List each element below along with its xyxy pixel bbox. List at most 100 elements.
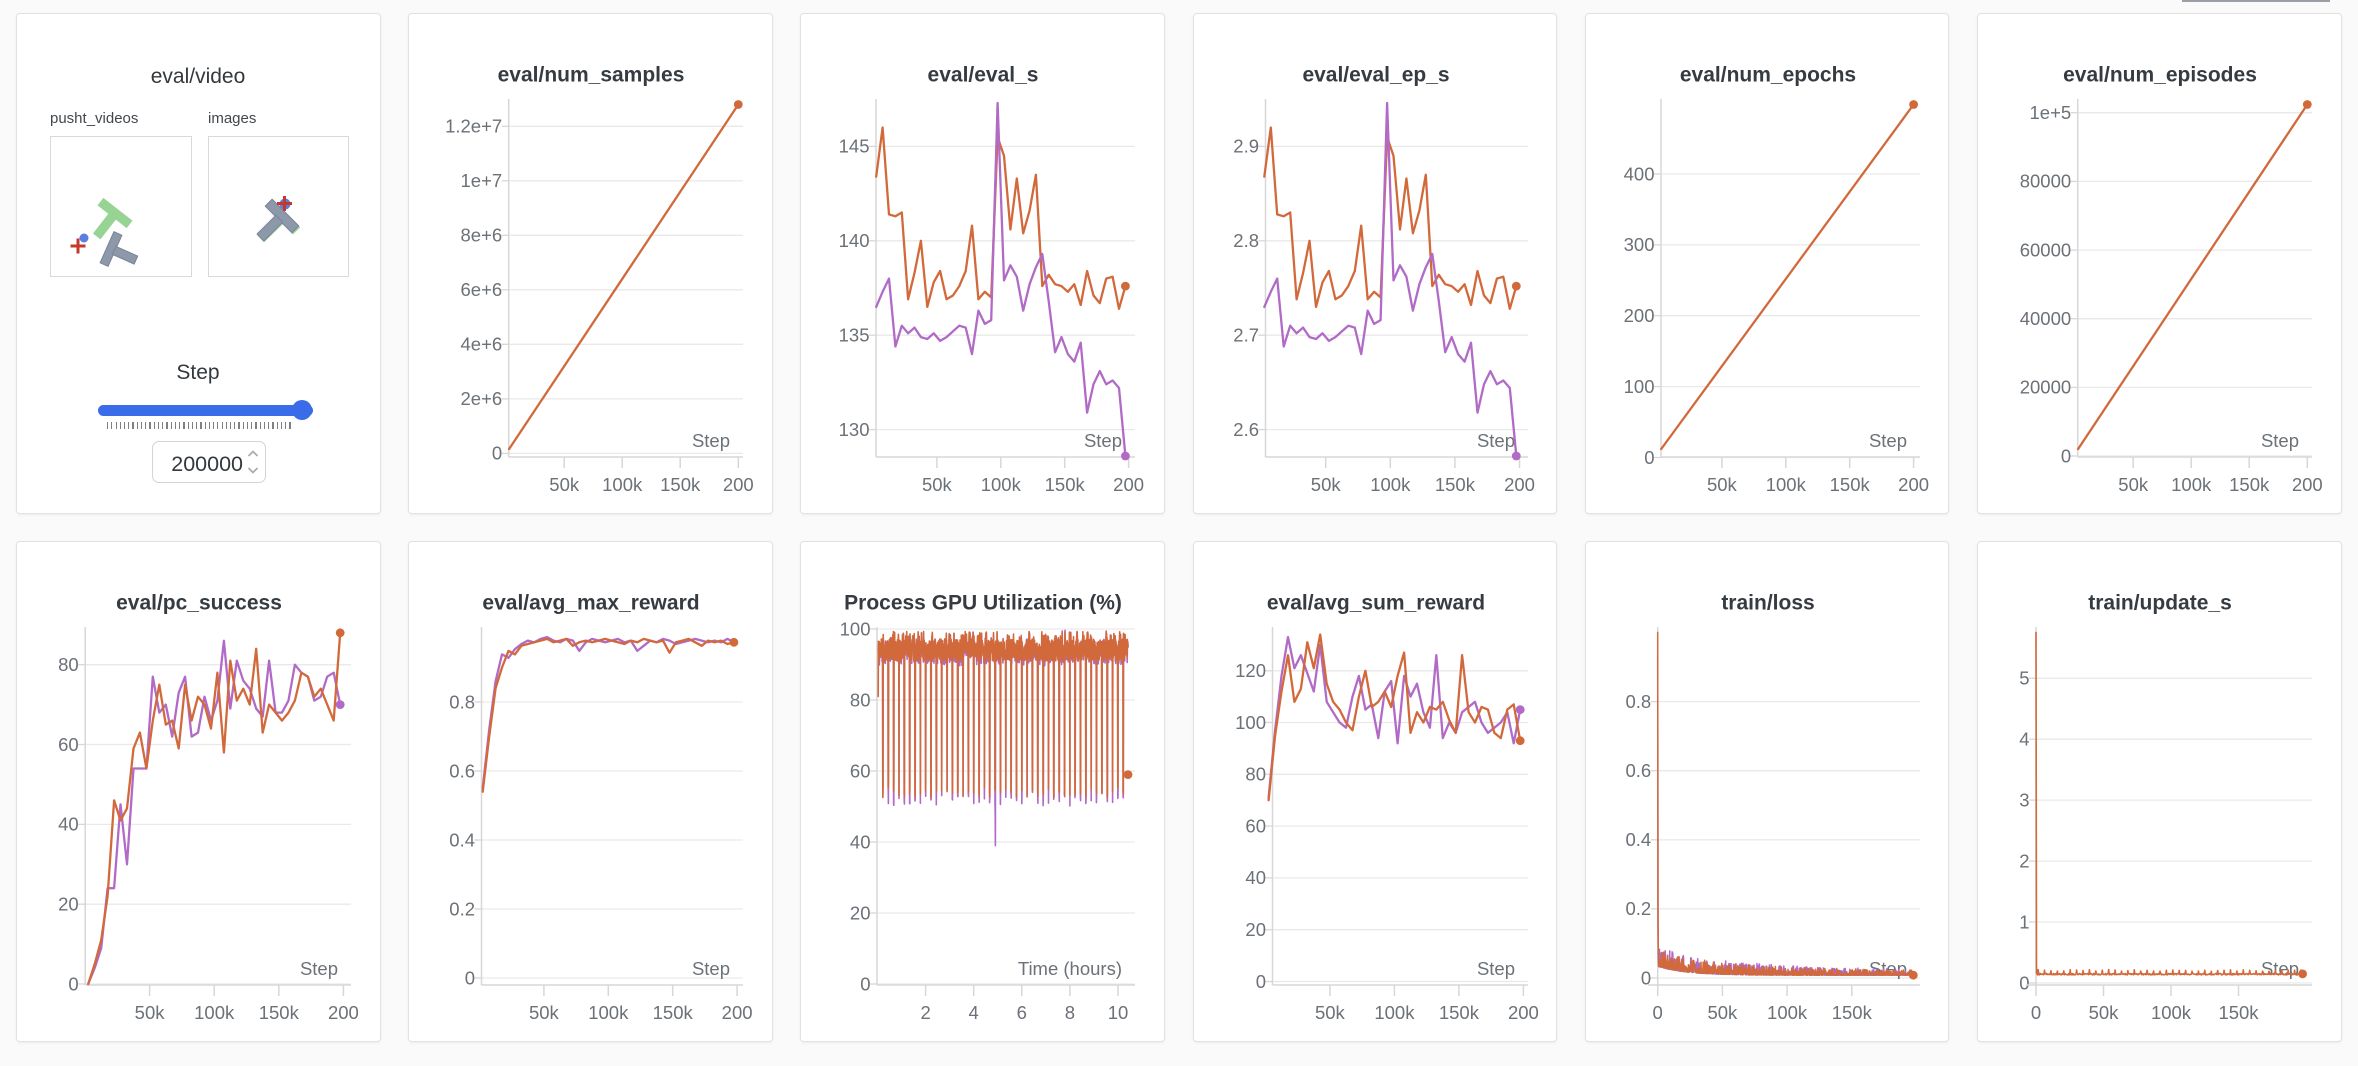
svg-text:eval/eval_s: eval/eval_s bbox=[928, 64, 1039, 87]
svg-text:40: 40 bbox=[1245, 867, 1266, 888]
svg-text:40000: 40000 bbox=[2020, 308, 2071, 329]
svg-text:2e+6: 2e+6 bbox=[461, 388, 503, 409]
svg-text:100k: 100k bbox=[588, 1002, 629, 1023]
svg-text:200: 200 bbox=[328, 1002, 359, 1023]
svg-text:200: 200 bbox=[1508, 1002, 1539, 1023]
svg-text:80: 80 bbox=[850, 689, 871, 710]
svg-text:2: 2 bbox=[921, 1002, 931, 1023]
svg-text:4e+6: 4e+6 bbox=[461, 334, 503, 355]
svg-text:130: 130 bbox=[839, 419, 870, 440]
svg-text:100: 100 bbox=[1235, 712, 1266, 733]
svg-text:60: 60 bbox=[1245, 815, 1266, 836]
svg-text:1.2e+7: 1.2e+7 bbox=[445, 116, 502, 137]
svg-text:Step: Step bbox=[1477, 958, 1515, 979]
svg-text:0: 0 bbox=[861, 973, 871, 994]
svg-text:train/update_s: train/update_s bbox=[2088, 592, 2232, 615]
svg-text:60: 60 bbox=[58, 734, 79, 755]
svg-text:200: 200 bbox=[1504, 474, 1535, 495]
svg-text:150k: 150k bbox=[2229, 474, 2270, 495]
svg-text:0: 0 bbox=[2019, 972, 2029, 993]
svg-text:100k: 100k bbox=[1767, 1002, 1808, 1023]
svg-text:1e+7: 1e+7 bbox=[461, 170, 503, 191]
svg-text:10: 10 bbox=[1108, 1002, 1129, 1023]
svg-text:150k: 150k bbox=[660, 474, 701, 495]
svg-text:Step: Step bbox=[1084, 430, 1122, 451]
svg-text:0.2: 0.2 bbox=[449, 898, 475, 919]
svg-text:eval/avg_sum_reward: eval/avg_sum_reward bbox=[1266, 592, 1484, 615]
svg-text:50k: 50k bbox=[1310, 474, 1341, 495]
svg-text:0.6: 0.6 bbox=[1625, 760, 1651, 781]
svg-text:Step: Step bbox=[692, 430, 730, 451]
svg-text:200: 200 bbox=[2292, 474, 2323, 495]
svg-text:6: 6 bbox=[1017, 1002, 1027, 1023]
svg-text:50k: 50k bbox=[529, 1002, 560, 1023]
svg-text:2.7: 2.7 bbox=[1233, 325, 1259, 346]
svg-text:80: 80 bbox=[1245, 764, 1266, 785]
svg-text:0: 0 bbox=[68, 973, 78, 994]
svg-text:120: 120 bbox=[1235, 660, 1266, 681]
svg-text:Step: Step bbox=[2261, 430, 2299, 451]
svg-text:0: 0 bbox=[1644, 447, 1654, 468]
svg-text:2.6: 2.6 bbox=[1233, 419, 1259, 440]
svg-text:100k: 100k bbox=[981, 474, 1022, 495]
svg-text:50k: 50k bbox=[922, 474, 953, 495]
svg-text:1e+5: 1e+5 bbox=[2030, 102, 2072, 123]
svg-text:0.2: 0.2 bbox=[1625, 898, 1651, 919]
svg-text:400: 400 bbox=[1623, 163, 1654, 184]
svg-text:4: 4 bbox=[969, 1002, 979, 1023]
svg-text:eval/avg_max_reward: eval/avg_max_reward bbox=[483, 592, 700, 615]
svg-text:eval/num_epochs: eval/num_epochs bbox=[1680, 64, 1856, 87]
svg-text:100k: 100k bbox=[1370, 474, 1411, 495]
svg-text:2.8: 2.8 bbox=[1233, 230, 1259, 251]
svg-text:0.4: 0.4 bbox=[449, 829, 475, 850]
svg-text:50k: 50k bbox=[2089, 1002, 2120, 1023]
svg-text:50k: 50k bbox=[2118, 474, 2149, 495]
svg-text:150k: 150k bbox=[2218, 1002, 2259, 1023]
svg-text:150k: 150k bbox=[1434, 474, 1475, 495]
svg-text:train/loss: train/loss bbox=[1721, 592, 1814, 615]
svg-text:140: 140 bbox=[839, 230, 870, 251]
svg-text:200: 200 bbox=[722, 1002, 753, 1023]
svg-text:2: 2 bbox=[2019, 850, 2029, 871]
svg-text:0: 0 bbox=[2031, 1002, 2041, 1023]
svg-text:0: 0 bbox=[1652, 1002, 1662, 1023]
svg-text:0: 0 bbox=[1255, 971, 1265, 992]
svg-text:8e+6: 8e+6 bbox=[461, 225, 503, 246]
svg-text:0: 0 bbox=[465, 967, 475, 988]
svg-text:100: 100 bbox=[1623, 376, 1654, 397]
svg-text:5: 5 bbox=[2019, 668, 2029, 689]
svg-text:Step: Step bbox=[692, 958, 730, 979]
svg-text:eval/pc_success: eval/pc_success bbox=[116, 592, 282, 615]
svg-text:60: 60 bbox=[850, 760, 871, 781]
svg-text:0: 0 bbox=[492, 443, 502, 464]
svg-text:100: 100 bbox=[840, 618, 871, 639]
svg-text:0.8: 0.8 bbox=[1625, 691, 1651, 712]
svg-text:0.8: 0.8 bbox=[449, 691, 475, 712]
svg-text:3: 3 bbox=[2019, 789, 2029, 810]
svg-text:150k: 150k bbox=[1832, 1002, 1873, 1023]
svg-text:4: 4 bbox=[2019, 729, 2029, 750]
svg-text:Step: Step bbox=[1477, 430, 1515, 451]
svg-text:300: 300 bbox=[1623, 234, 1654, 255]
svg-text:0.6: 0.6 bbox=[449, 760, 475, 781]
svg-text:200: 200 bbox=[723, 474, 754, 495]
svg-text:Step: Step bbox=[2261, 958, 2299, 979]
svg-text:eval/eval_ep_s: eval/eval_ep_s bbox=[1302, 64, 1449, 87]
svg-text:100k: 100k bbox=[1374, 1002, 1415, 1023]
svg-text:100k: 100k bbox=[602, 474, 643, 495]
svg-text:40: 40 bbox=[58, 814, 79, 835]
svg-text:50k: 50k bbox=[1707, 474, 1738, 495]
svg-text:0: 0 bbox=[1641, 967, 1651, 988]
svg-text:Step: Step bbox=[300, 958, 338, 979]
svg-text:50k: 50k bbox=[549, 474, 580, 495]
svg-text:8: 8 bbox=[1065, 1002, 1075, 1023]
svg-text:200: 200 bbox=[1623, 305, 1654, 326]
svg-text:20: 20 bbox=[1245, 919, 1266, 940]
svg-text:Process GPU Utilization (%): Process GPU Utilization (%) bbox=[845, 592, 1123, 615]
svg-text:150k: 150k bbox=[1438, 1002, 1479, 1023]
svg-text:1: 1 bbox=[2019, 911, 2029, 932]
svg-text:20000: 20000 bbox=[2020, 377, 2071, 398]
svg-text:eval/num_episodes: eval/num_episodes bbox=[2063, 64, 2257, 87]
svg-text:0: 0 bbox=[2061, 445, 2071, 466]
svg-text:150k: 150k bbox=[653, 1002, 694, 1023]
